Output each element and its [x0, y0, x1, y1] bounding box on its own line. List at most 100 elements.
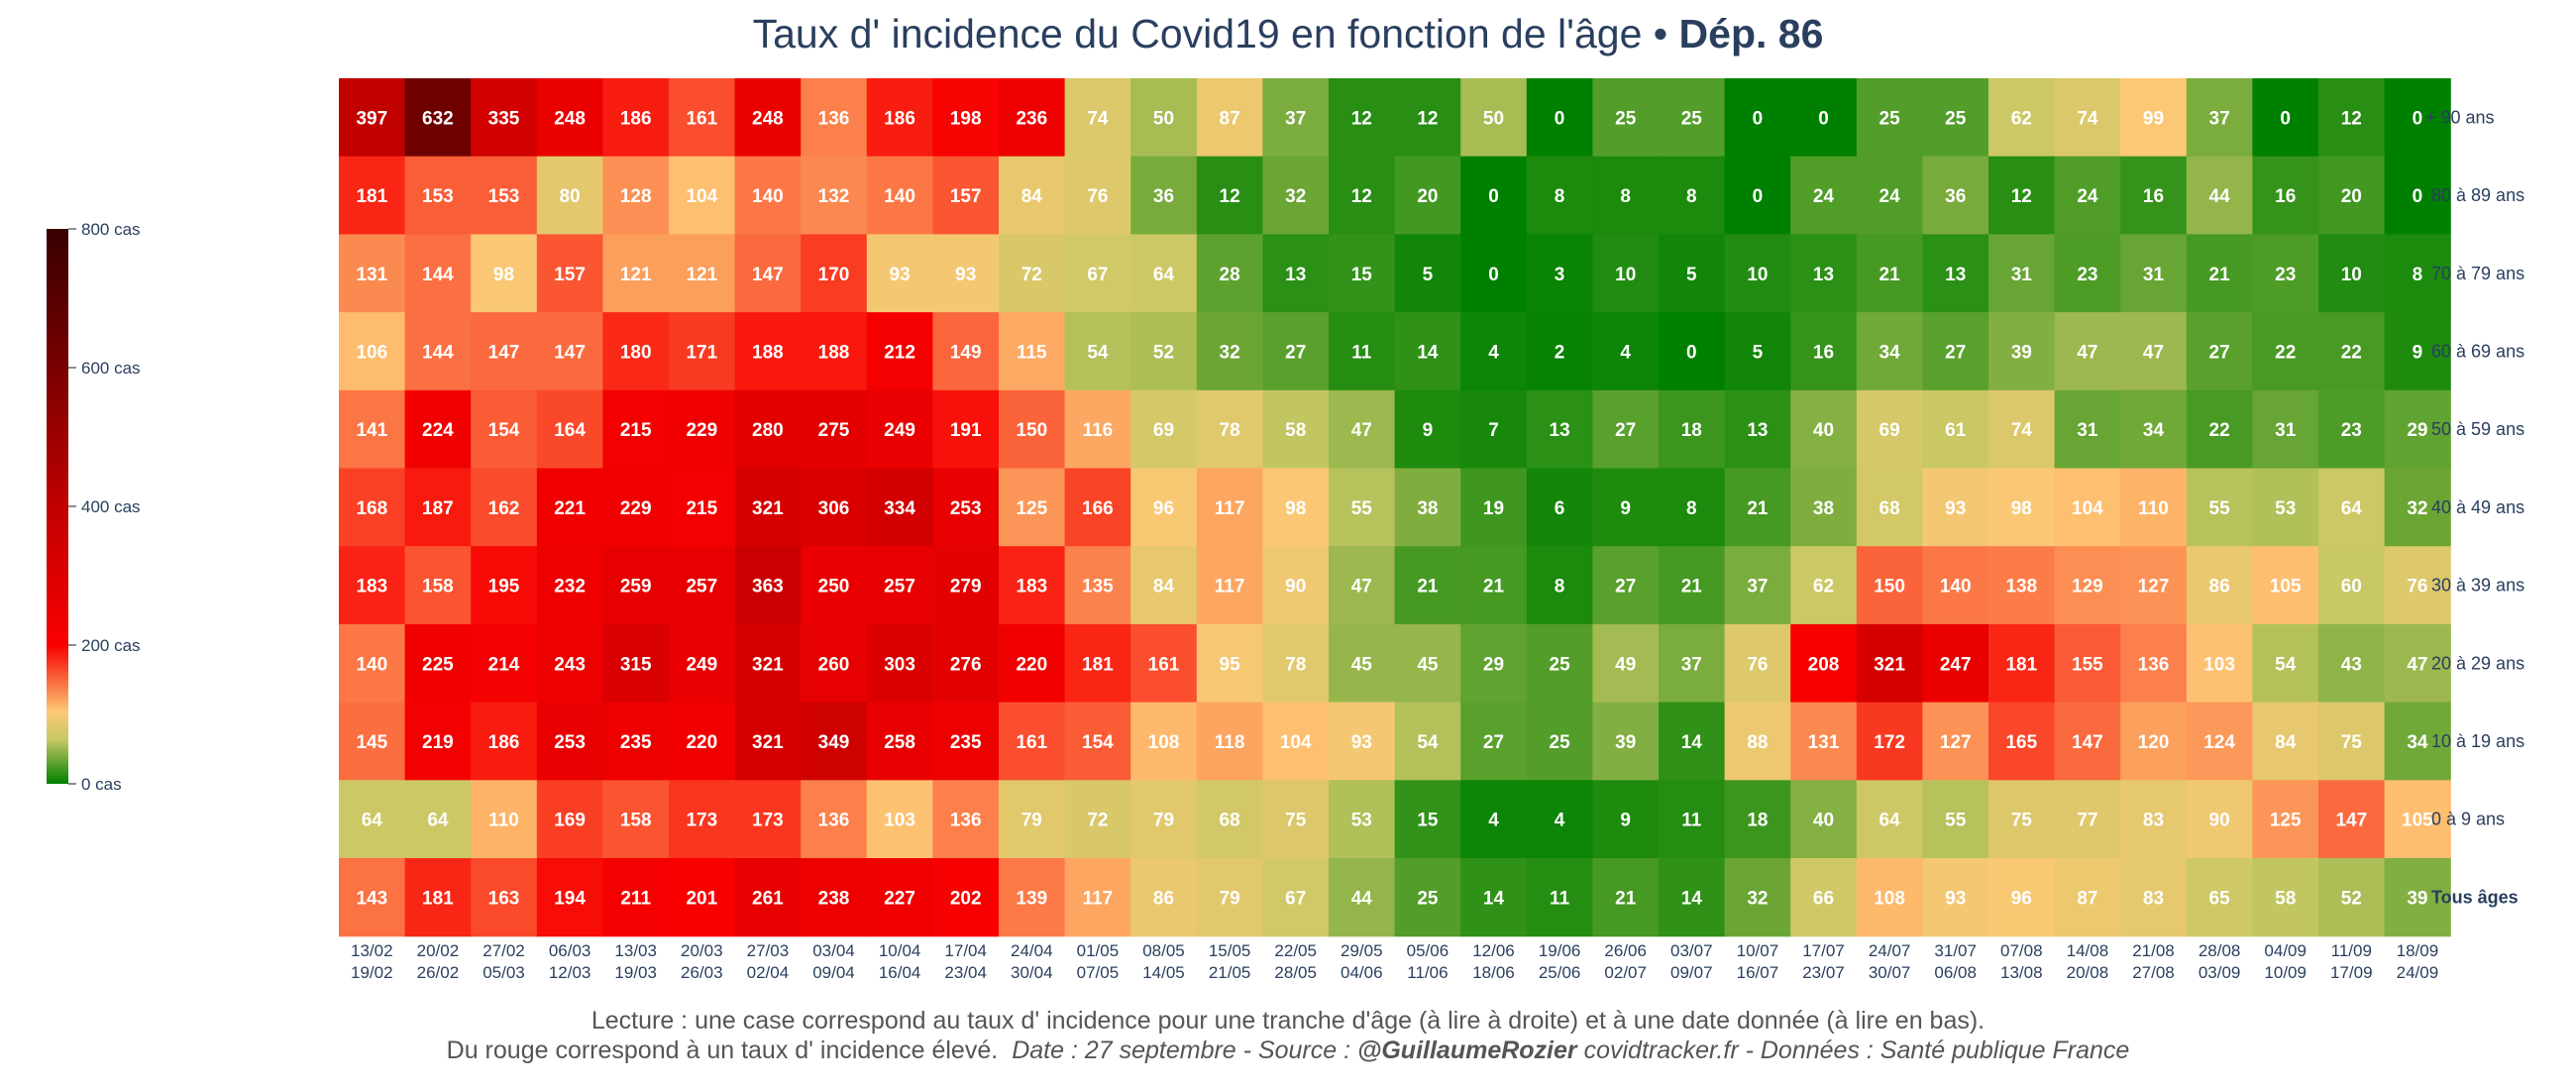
heatmap-cell [669, 78, 736, 158]
heatmap-cell [1064, 78, 1131, 158]
heatmap-cell-value: 136 [818, 811, 850, 831]
heatmap-cell-value: 147 [488, 342, 520, 363]
heatmap-cell-value: 334 [884, 498, 915, 519]
x-tick-label: 29/05 04/06 [1341, 941, 1383, 982]
heatmap-cell-value: 276 [950, 654, 982, 675]
heatmap-cell-value: 363 [752, 577, 784, 598]
heatmap-cell [2318, 156, 2386, 235]
heatmap-cell-value: 74 [2077, 108, 2098, 129]
x-tick-label: 06/03 12/03 [549, 941, 591, 982]
heatmap-cell [2054, 780, 2121, 859]
heatmap-cell-value: 2 [1555, 342, 1565, 363]
heatmap-cell [2252, 78, 2319, 158]
heatmap-cell [2252, 389, 2319, 470]
heatmap-cell-value: 64 [427, 811, 449, 831]
heatmap-cell-value: 141 [356, 420, 387, 441]
heatmap-cell [1922, 702, 1989, 781]
heatmap-cell [1130, 78, 1198, 158]
heatmap-cell-value: 0 [1488, 186, 1499, 207]
heatmap-cell-value: 14 [1681, 888, 1703, 909]
x-tick-label: 15/05 21/05 [1209, 941, 1251, 982]
heatmap-cell-value: 13 [1285, 265, 1306, 285]
heatmap-cell [2186, 156, 2253, 235]
heatmap-cell-value: 147 [2335, 811, 2367, 831]
heatmap-cell-value: 25 [1417, 888, 1439, 909]
heatmap-cell [2186, 389, 2253, 470]
heatmap-cell-value: 181 [2005, 654, 2037, 675]
heatmap-cell [932, 546, 1000, 625]
chart-title: Taux d' incidence du Covid19 en fonction… [753, 11, 1824, 56]
heatmap-cell [1724, 702, 1791, 781]
heatmap-cell-value: 10 [1747, 265, 1768, 285]
heatmap-cell [2384, 468, 2451, 547]
heatmap-cell [2186, 312, 2253, 391]
heatmap-cell-value: 105 [2270, 577, 2302, 598]
heatmap-cell [1856, 312, 1923, 391]
heatmap-cell [1790, 156, 1858, 235]
heatmap-cell [866, 234, 933, 313]
heatmap-cell [339, 546, 406, 625]
heatmap-cell [866, 468, 933, 547]
heatmap-cell-value: 140 [356, 654, 387, 675]
heatmap-cell-value: 20 [2341, 186, 2362, 207]
heatmap-cell-value: 90 [1285, 577, 1306, 598]
heatmap-cell [1526, 546, 1593, 625]
heatmap-cell [669, 546, 736, 625]
heatmap-cell-value: 8 [2413, 265, 2423, 285]
heatmap-cell-value: 303 [884, 654, 915, 675]
heatmap-cell-value: 9 [1620, 498, 1631, 519]
heatmap-cell [866, 623, 933, 704]
heatmap-cell-value: 69 [1153, 420, 1174, 441]
heatmap-cell [1659, 858, 1726, 937]
heatmap-cell-value: 38 [1417, 498, 1438, 519]
heatmap-cell-value: 201 [686, 888, 717, 909]
heatmap-cell-value: 132 [818, 186, 850, 207]
x-tick-label: 19/06 25/06 [1539, 941, 1581, 982]
heatmap-cell-value: 169 [554, 811, 586, 831]
x-tick-label: 27/02 05/03 [483, 941, 525, 982]
heatmap-cell [999, 623, 1066, 704]
heatmap-cell-value: 136 [950, 811, 982, 831]
heatmap-cell-value: 157 [554, 265, 586, 285]
heatmap-cell-value: 4 [1620, 342, 1631, 363]
heatmap-cell [1329, 312, 1396, 391]
heatmap-cell-value: 224 [422, 420, 454, 441]
x-tick-label: 20/03 26/03 [681, 941, 723, 982]
heatmap-cell-value: 64 [2341, 498, 2363, 519]
heatmap-cell [1329, 546, 1396, 625]
heatmap-cell [932, 78, 1000, 158]
heatmap-cell [1526, 468, 1593, 547]
heatmap-cell-value: 78 [1220, 420, 1240, 441]
colorbar-tick-label: 0 cas [81, 775, 122, 794]
heatmap-cell-value: 12 [1417, 108, 1438, 129]
x-tick-label: 01/05 07/05 [1077, 941, 1120, 982]
heatmap-cell [1592, 780, 1660, 859]
heatmap-cell [1724, 78, 1791, 158]
heatmap-cell-value: 5 [1686, 265, 1697, 285]
heatmap-cell [866, 156, 933, 235]
heatmap-cell-value: 110 [2138, 498, 2169, 519]
heatmap-cell-value: 34 [2143, 420, 2165, 441]
heatmap-cell [1262, 156, 1330, 235]
heatmap-cell [1460, 546, 1528, 625]
heatmap-cell-value: 13 [1945, 265, 1966, 285]
heatmap-cell-value: 238 [818, 888, 850, 909]
heatmap-cell-value: 31 [2143, 265, 2165, 285]
heatmap-cell [536, 546, 603, 625]
heatmap-cell [2318, 702, 2386, 781]
heatmap-cell-value: 31 [2077, 420, 2098, 441]
heatmap-cell-value: 37 [2209, 108, 2230, 129]
y-tick-label: 70 à 79 ans [2431, 264, 2524, 283]
heatmap-cell-value: 6 [1555, 498, 1565, 519]
heatmap-cell-value: 88 [1747, 732, 1768, 753]
heatmap-cell [1659, 234, 1726, 313]
heatmap-cell-value: 75 [1285, 811, 1307, 831]
heatmap-cell-value: 78 [1285, 654, 1306, 675]
heatmap-cell [2252, 858, 2319, 937]
heatmap-cell-value: 275 [818, 420, 850, 441]
heatmap-cell [866, 312, 933, 391]
heatmap-cell [1724, 389, 1791, 470]
heatmap-cell [999, 702, 1066, 781]
heatmap-cell [866, 858, 933, 937]
